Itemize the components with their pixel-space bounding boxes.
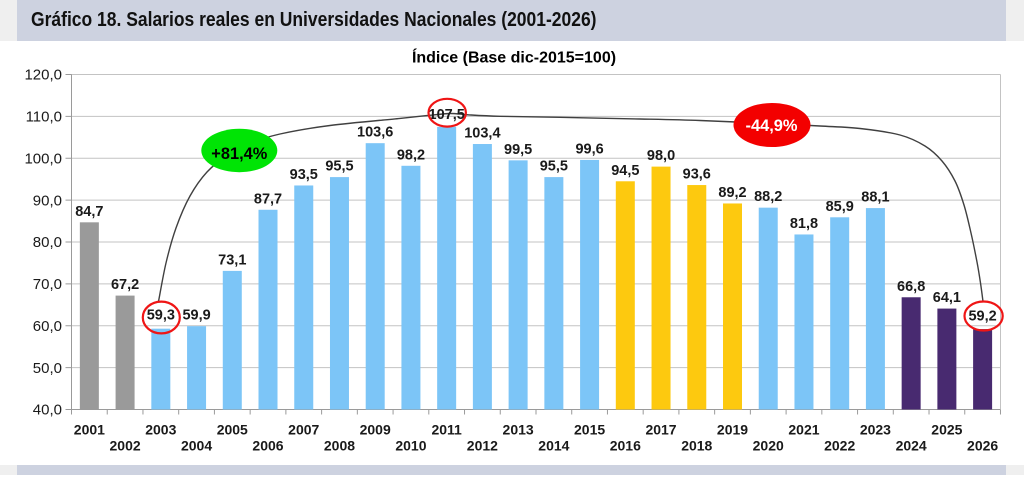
svg-text:99,6: 99,6 [575, 141, 603, 157]
svg-text:95,5: 95,5 [325, 159, 353, 175]
svg-text:2017: 2017 [645, 422, 676, 438]
svg-text:2020: 2020 [753, 438, 784, 454]
svg-text:2009: 2009 [360, 422, 391, 438]
svg-text:2012: 2012 [467, 438, 498, 454]
svg-text:107,5: 107,5 [429, 107, 465, 123]
svg-text:2008: 2008 [324, 438, 355, 454]
svg-text:64,1: 64,1 [933, 290, 961, 306]
svg-text:95,5: 95,5 [540, 159, 568, 175]
svg-text:93,5: 93,5 [290, 167, 318, 183]
svg-text:80,0: 80,0 [33, 234, 62, 251]
svg-text:59,9: 59,9 [182, 308, 210, 324]
svg-text:2002: 2002 [110, 438, 141, 454]
svg-text:+81,4%: +81,4% [211, 144, 267, 163]
svg-text:2021: 2021 [788, 422, 819, 438]
svg-text:2013: 2013 [503, 422, 534, 438]
svg-text:60,0: 60,0 [33, 318, 62, 335]
svg-text:87,7: 87,7 [254, 191, 282, 207]
svg-text:88,2: 88,2 [754, 189, 782, 205]
svg-text:66,8: 66,8 [897, 279, 925, 295]
svg-text:Índice (Base dic-2015=100): Índice (Base dic-2015=100) [412, 48, 616, 67]
svg-text:40,0: 40,0 [33, 402, 62, 419]
svg-text:59,2: 59,2 [968, 309, 996, 325]
svg-text:90,0: 90,0 [33, 192, 62, 209]
svg-text:84,7: 84,7 [75, 204, 103, 220]
svg-text:2023: 2023 [860, 422, 891, 438]
svg-text:2022: 2022 [824, 438, 855, 454]
svg-text:85,9: 85,9 [826, 199, 854, 215]
svg-text:2024: 2024 [896, 438, 927, 454]
svg-text:88,1: 88,1 [861, 190, 889, 206]
svg-text:99,5: 99,5 [504, 142, 532, 158]
svg-text:2015: 2015 [574, 422, 605, 438]
svg-text:67,2: 67,2 [111, 277, 139, 293]
svg-text:81,8: 81,8 [790, 216, 818, 232]
svg-text:2007: 2007 [288, 422, 319, 438]
svg-text:2019: 2019 [717, 422, 748, 438]
svg-text:2018: 2018 [681, 438, 712, 454]
svg-text:103,6: 103,6 [357, 125, 393, 141]
svg-text:2026: 2026 [967, 438, 998, 454]
svg-text:2014: 2014 [538, 438, 569, 454]
svg-text:89,2: 89,2 [718, 185, 746, 201]
svg-text:2003: 2003 [145, 422, 176, 438]
svg-text:59,3: 59,3 [147, 308, 175, 324]
svg-text:2001: 2001 [74, 422, 105, 438]
svg-text:2004: 2004 [181, 438, 212, 454]
svg-text:110,0: 110,0 [26, 109, 62, 126]
svg-text:98,2: 98,2 [397, 147, 425, 163]
svg-text:50,0: 50,0 [33, 360, 62, 377]
svg-text:100,0: 100,0 [24, 150, 62, 167]
svg-text:2011: 2011 [431, 422, 462, 438]
svg-text:98,0: 98,0 [647, 148, 675, 164]
svg-text:2016: 2016 [610, 438, 641, 454]
svg-text:2010: 2010 [395, 438, 426, 454]
svg-text:103,4: 103,4 [464, 126, 500, 142]
svg-text:70,0: 70,0 [33, 276, 62, 293]
svg-text:93,6: 93,6 [683, 167, 711, 183]
svg-text:2005: 2005 [217, 422, 248, 438]
svg-text:73,1: 73,1 [218, 252, 246, 268]
svg-text:94,5: 94,5 [611, 163, 639, 179]
svg-text:2006: 2006 [252, 438, 283, 454]
svg-text:-44,9%: -44,9% [746, 117, 798, 135]
svg-text:2025: 2025 [931, 422, 962, 438]
svg-text:120,0: 120,0 [24, 67, 62, 84]
